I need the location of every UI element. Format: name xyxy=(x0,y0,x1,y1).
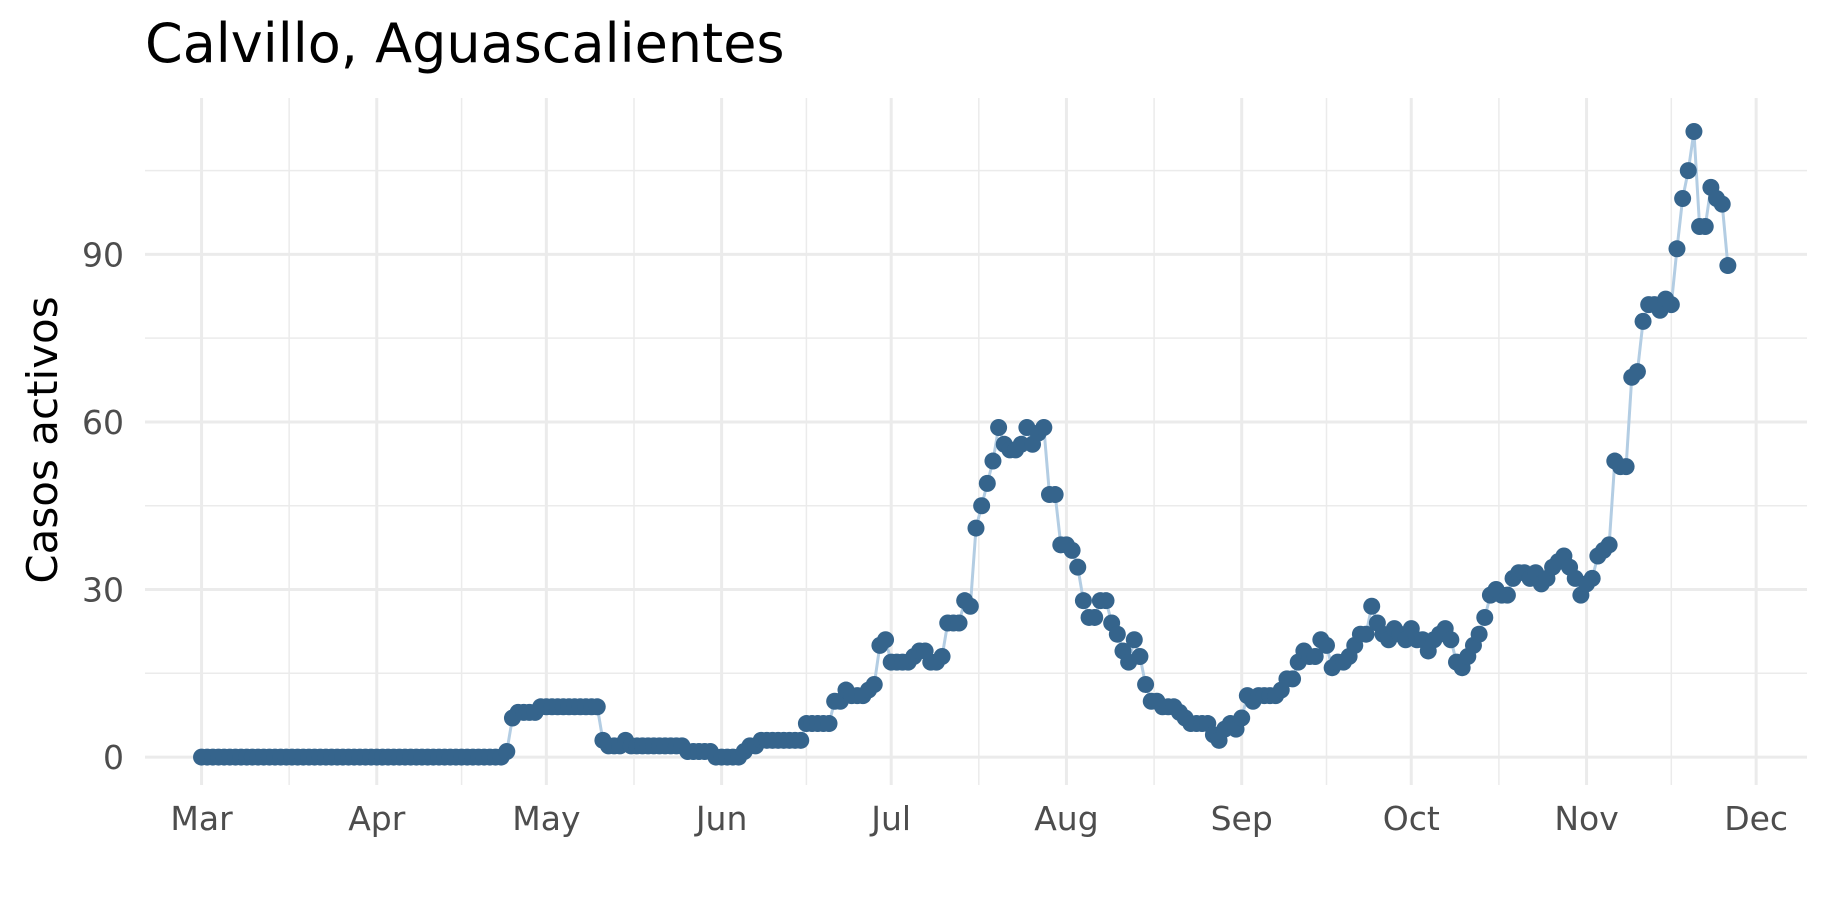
data-point xyxy=(1069,558,1087,576)
y-axis-tick-labels: 0 30 60 90 xyxy=(82,235,124,777)
x-axis-tick-labels: Mar Apr May Jun Jul Aug Sep Oct Nov Dec xyxy=(170,799,1788,838)
data-point xyxy=(961,597,979,615)
data-point xyxy=(498,742,516,760)
data-point xyxy=(1600,536,1618,554)
grid-lines xyxy=(145,98,1807,785)
data-point xyxy=(984,452,1002,470)
y-tick-label: 0 xyxy=(103,738,124,777)
data-point xyxy=(933,648,951,666)
data-point xyxy=(1131,648,1149,666)
data-point xyxy=(1108,625,1126,643)
data-point xyxy=(1035,419,1053,437)
data-point xyxy=(967,519,985,537)
data-point xyxy=(865,675,883,693)
data-point xyxy=(1442,631,1460,649)
data-point xyxy=(1476,608,1494,626)
data-point xyxy=(990,419,1008,437)
x-tick-label: Aug xyxy=(1034,799,1098,838)
data-point xyxy=(877,631,895,649)
data-points xyxy=(193,123,1737,766)
y-axis-title: Casos activos xyxy=(18,296,67,583)
data-point xyxy=(1685,123,1703,141)
x-tick-label: Nov xyxy=(1554,799,1618,838)
data-point xyxy=(792,731,810,749)
data-point xyxy=(1074,592,1092,610)
data-point xyxy=(1284,670,1302,688)
y-tick-label: 90 xyxy=(82,235,124,274)
x-tick-label: Jun xyxy=(694,799,748,838)
data-point xyxy=(950,614,968,632)
data-point xyxy=(1046,486,1064,504)
data-point xyxy=(1086,608,1104,626)
data-point xyxy=(1125,631,1143,649)
x-tick-label: Apr xyxy=(348,799,406,838)
x-tick-label: Oct xyxy=(1383,799,1440,838)
data-point xyxy=(1233,709,1251,727)
data-point xyxy=(1317,636,1335,654)
data-point xyxy=(588,698,606,716)
x-tick-label: Jul xyxy=(869,799,911,838)
data-point xyxy=(1696,217,1714,235)
y-tick-label: 60 xyxy=(82,403,124,442)
data-point xyxy=(1357,625,1375,643)
y-tick-label: 30 xyxy=(82,571,124,610)
data-point xyxy=(1063,541,1081,559)
data-point xyxy=(1713,195,1731,213)
data-point xyxy=(1674,190,1692,208)
data-point xyxy=(1668,240,1686,258)
x-tick-label: Dec xyxy=(1724,799,1788,838)
x-tick-label: May xyxy=(512,799,580,838)
x-tick-label: Mar xyxy=(170,799,233,838)
data-point xyxy=(1634,312,1652,330)
data-point xyxy=(973,497,991,515)
data-point xyxy=(1470,625,1488,643)
data-point xyxy=(820,715,838,733)
data-point xyxy=(1719,257,1737,275)
data-point xyxy=(978,474,996,492)
data-point xyxy=(1628,363,1646,381)
data-point xyxy=(1498,586,1516,604)
x-tick-label: Sep xyxy=(1211,799,1273,838)
data-point xyxy=(1097,592,1115,610)
data-point xyxy=(1583,569,1601,587)
data-point xyxy=(1679,162,1697,180)
data-point xyxy=(1137,675,1155,693)
data-point xyxy=(1617,458,1635,476)
data-point xyxy=(1306,648,1324,666)
data-point xyxy=(1662,296,1680,314)
data-point xyxy=(1363,597,1381,615)
chart-title: Calvillo, Aguascalientes xyxy=(145,12,785,75)
